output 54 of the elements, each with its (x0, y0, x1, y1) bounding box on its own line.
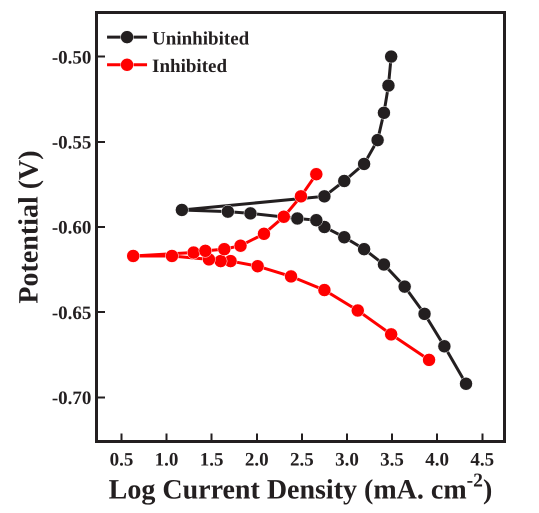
x-tick-label: 1.5 (200, 450, 224, 471)
point (284, 270, 298, 284)
point (398, 280, 412, 294)
point (290, 212, 304, 226)
y-tick-label: -0.50 (52, 47, 92, 68)
point (221, 204, 235, 218)
point (186, 246, 200, 260)
point (310, 167, 324, 181)
point (357, 242, 371, 256)
point (318, 283, 332, 297)
x-tick-label: 4.0 (425, 450, 450, 471)
legend-label: Inhibited (152, 56, 228, 78)
x-tick-label: 1.0 (154, 450, 178, 471)
point (294, 190, 308, 204)
point (198, 244, 212, 258)
point (310, 213, 324, 227)
point (370, 133, 384, 147)
point (384, 50, 398, 64)
point (244, 206, 258, 220)
y-tick-label: -0.55 (52, 132, 92, 154)
point (459, 377, 473, 391)
x-tick-label: 2.5 (290, 450, 314, 471)
y-tick-label: -0.60 (52, 218, 92, 239)
point (234, 238, 248, 252)
point (377, 106, 391, 120)
point (318, 190, 332, 204)
x-tick-label: 0.5 (110, 450, 134, 471)
legend-label: Uninhibited (152, 28, 250, 50)
x-tick-label: 4.5 (470, 450, 494, 471)
point (257, 227, 271, 241)
y-tick-label: -0.70 (52, 388, 92, 410)
point (175, 203, 189, 217)
point (338, 174, 351, 188)
x-tick-label: 3.5 (380, 450, 404, 471)
point (277, 210, 291, 224)
point (165, 249, 179, 263)
point (422, 353, 436, 367)
point (250, 259, 264, 273)
point (418, 307, 432, 321)
point (218, 242, 232, 256)
x-tick-label: 3.0 (335, 450, 359, 471)
x-tick-label: 2.0 (244, 450, 269, 471)
y-tick-label: -0.65 (52, 302, 92, 324)
point (384, 328, 398, 342)
point (382, 78, 396, 92)
point (351, 304, 365, 318)
x-axis-title: Log Current Density (mA. cm$^{-2}$) (108, 470, 492, 506)
point (377, 258, 391, 272)
point (338, 230, 351, 244)
point (438, 340, 452, 354)
point (214, 254, 228, 268)
point (357, 157, 371, 171)
point (126, 249, 140, 263)
y-axis-title: Potential (V) (14, 150, 45, 304)
